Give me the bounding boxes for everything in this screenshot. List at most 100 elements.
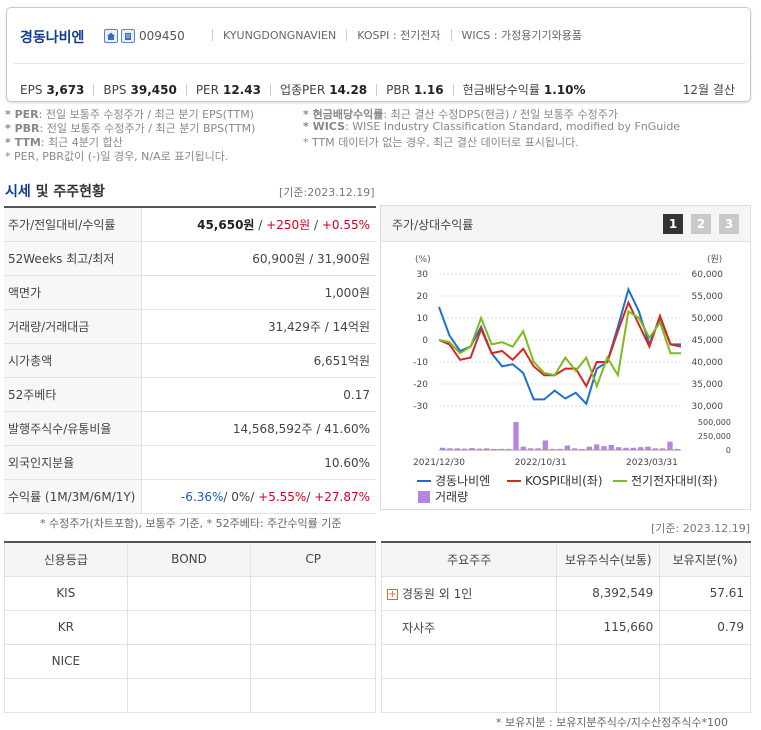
- volume-bar: [645, 446, 651, 450]
- company-meta: KYUNGDONGNAVIEN KOSPI : 전기전자 WICS : 가정용기…: [202, 27, 582, 43]
- volume-bar: [630, 447, 636, 450]
- note-dividend: * 현금배당수익률: 최근 결산 수정DPS(현금) / 전일 보통주 수정주가: [303, 108, 619, 121]
- volume-tick-label: 250,000: [698, 432, 731, 441]
- stock-code: 009450: [139, 29, 185, 43]
- left-tick-label: -20: [413, 380, 428, 390]
- left-tick-label: 10: [417, 314, 429, 324]
- metric-bps: BPS 39,450: [103, 82, 177, 97]
- building-icon[interactable]: [121, 29, 135, 43]
- volume-bar: [513, 422, 519, 450]
- price-footnote: * 수정주가(차트포함), 보통주 기준, * 52주베타: 주간수익률 기준: [40, 517, 342, 530]
- credit-rating-table: 신용등급 BOND CP KIS KR NICE: [4, 541, 376, 713]
- price-date: [기준:2023.12.19]: [279, 186, 375, 199]
- note-ttm: * TTM: 최근 4분기 합산: [5, 136, 123, 149]
- volume-tick-label: 500,000: [698, 418, 731, 427]
- table-row: + 경동원 외 1인 8,392,549 57.61: [380, 575, 751, 611]
- volume-bar: [572, 448, 578, 450]
- table-row: 발행주식수/유통비율 14,568,592주 / 41.60%: [4, 412, 376, 446]
- table-row: 액면가 1,000원: [4, 276, 376, 310]
- holder-header: 주요주주: [380, 541, 558, 577]
- volume-bar: [484, 448, 490, 450]
- note-pbr: * PBR: 전일 보통주 수정주가 / 최근 분기 BPS(TTM): [5, 122, 256, 135]
- volume-bar: [454, 448, 460, 450]
- note-per: * PER: 전일 보통주 수정주가 / 최근 분기 EPS(TTM): [5, 108, 254, 121]
- volume-bar: [520, 446, 526, 450]
- table-row: 52주베타 0.17: [4, 378, 376, 412]
- volume-bar: [579, 448, 585, 450]
- volume-bar: [638, 447, 644, 450]
- table-row: NICE: [4, 643, 376, 679]
- table-row: KIS: [4, 575, 376, 611]
- table-row: 시가총액 6,651억원: [4, 344, 376, 378]
- left-tick-label: 0: [422, 336, 428, 346]
- left-tick-label: -30: [413, 402, 428, 412]
- english-name: KYUNGDONGNAVIEN: [223, 28, 337, 42]
- volume-bar: [535, 448, 541, 450]
- table-row: [4, 677, 376, 713]
- volume-bar: [557, 448, 563, 450]
- price-table: 주가/전일대비/수익률 45,650원 / +250원 / +0.55% 52W…: [4, 206, 376, 514]
- stake-header: 보유지분(%): [659, 541, 751, 577]
- right-axis-unit: (원): [707, 254, 722, 265]
- volume-bar: [674, 448, 680, 450]
- legend-label: KOSPI대비(좌): [525, 474, 603, 488]
- series-line-2: [438, 309, 681, 390]
- left-axis-unit: (%): [415, 255, 431, 265]
- series-line-1: [438, 300, 682, 389]
- wics-sector: WICS : 가정용기기와용품: [461, 29, 582, 42]
- table-row: 주가/전일대비/수익률 45,650원 / +250원 / +0.55%: [4, 208, 376, 242]
- section-title: 시세 및 주주현황: [5, 184, 105, 200]
- legend-label: 경동나비엔: [435, 474, 490, 488]
- left-tick-label: 20: [417, 292, 429, 302]
- volume-bar: [542, 440, 548, 450]
- note-negative: * PER, PBR값이 (-)일 경우, N/A로 표기됩니다.: [5, 150, 229, 163]
- table-row: [380, 677, 751, 713]
- cp-header: CP: [250, 541, 376, 577]
- returns-value: -6.36%/ 0%/ +5.55%/ +27.87%: [180, 489, 370, 504]
- credit-header: 신용등급: [4, 541, 128, 577]
- holders-footnote: * 보유지분 : 보유지분주식수/지수산정주식수*100: [496, 716, 729, 729]
- x-tick-label: 2021/12/30: [413, 458, 465, 468]
- volume-bar: [476, 448, 482, 450]
- chart-page-1-button[interactable]: 1: [663, 214, 683, 234]
- holder-name: 경동원 외 1인: [401, 586, 473, 601]
- volume-bar: [440, 447, 446, 450]
- right-tick-label: 35,000: [692, 380, 724, 390]
- shares-header: 보유주식수(보통): [556, 541, 661, 577]
- legend-swatch: [418, 491, 430, 503]
- volume-bar: [447, 448, 453, 450]
- note-ttm-missing: * TTM 데이터가 없는 경우, 최근 결산 데이터로 표시됩니다.: [303, 136, 579, 149]
- valuation-metrics: EPS 3,673 BPS 39,450 PER 12.43 업종PER 14.28 P…: [20, 81, 586, 98]
- chart-title: 주가/상대수익률: [392, 218, 474, 232]
- company-name: 경동나비엔: [20, 30, 85, 46]
- metric-per: PER 12.43: [195, 82, 261, 97]
- home-icon[interactable]: [104, 29, 118, 43]
- holders-date: [기준: 2023.12.19]: [651, 522, 751, 535]
- table-row: 52Weeks 최고/최저 60,900원 / 31,900원: [4, 242, 376, 276]
- metric-dividend-yield: 현금배당수익률 1.10%: [462, 83, 586, 97]
- volume-bar: [564, 445, 570, 450]
- volume-bar: [462, 448, 468, 450]
- volume-bar: [594, 444, 600, 450]
- right-tick-label: 30,000: [692, 402, 724, 412]
- legend-label: 거래량: [435, 490, 468, 504]
- note-wics: * WICS: WISE Industry Classification Sta…: [303, 120, 681, 133]
- volume-bar: [469, 448, 475, 450]
- holder-name: 자사주: [380, 609, 558, 645]
- table-row: 수익률 (1M/3M/6M/1Y) -6.36%/ 0%/ +5.55%/ +2…: [4, 480, 376, 514]
- metric-sector-per: 업종PER 14.28: [279, 83, 368, 97]
- metric-eps: EPS 3,673: [20, 82, 85, 97]
- table-row: [380, 643, 751, 679]
- volume-bar: [652, 448, 658, 450]
- right-tick-label: 55,000: [692, 292, 724, 302]
- chart-panel: 주가/상대수익률 1 2 3 (%) (원) 30 20 10 0 -10 -20 -30 60,…: [380, 205, 751, 510]
- chart-page-2-button[interactable]: 2: [691, 214, 711, 234]
- expand-plus-icon[interactable]: +: [387, 588, 398, 600]
- price-return-chart: (%) (원) 30 20 10 0 -10 -20 -30 60,000 55,000 50,000…: [413, 254, 731, 504]
- chart-page-3-button[interactable]: 3: [719, 214, 739, 234]
- right-tick-label: 60,000: [692, 270, 724, 280]
- series-line-0: [438, 286, 681, 406]
- volume-bar: [667, 441, 673, 450]
- left-tick-label: 30: [417, 270, 429, 280]
- right-tick-label: 40,000: [692, 358, 724, 368]
